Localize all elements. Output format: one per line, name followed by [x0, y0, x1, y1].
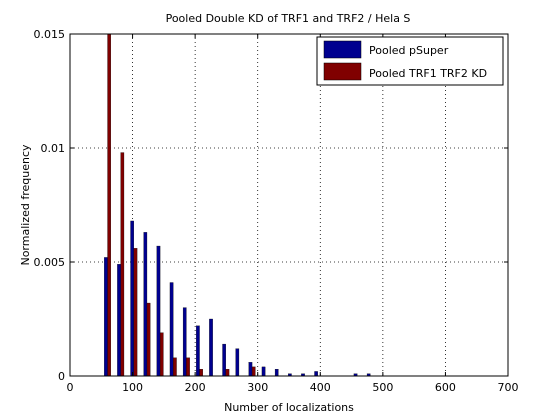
bar-pooled-psuper — [314, 371, 318, 377]
bar-pooled-psuper — [235, 348, 240, 377]
x-tick-label: 100 — [122, 381, 143, 394]
bar-pooled-psuper — [104, 257, 108, 377]
bar-pooled-psuper — [209, 318, 213, 377]
bar-pooled-trf1-trf2-kd — [251, 366, 256, 377]
x-tick-label: 400 — [310, 381, 331, 394]
legend-swatch-pooled-trf1-trf2-kd — [323, 62, 362, 81]
bars — [104, 33, 371, 377]
bar-pooled-psuper — [261, 366, 266, 377]
bar-pooled-psuper — [196, 325, 200, 377]
bar-pooled-psuper — [117, 264, 121, 377]
legend-swatch-pooled-psuper — [323, 40, 362, 59]
legend: Pooled pSuper Pooled TRF1 TRF2 KD — [316, 36, 504, 86]
y-tick-label: 0.01 — [41, 142, 66, 155]
bar-pooled-trf1-trf2-kd — [120, 152, 125, 377]
bar-pooled-trf1-trf2-kd — [107, 33, 111, 377]
bar-pooled-trf1-trf2-kd — [173, 357, 177, 377]
bar-pooled-psuper — [182, 307, 187, 377]
bar-pooled-trf1-trf2-kd — [225, 369, 230, 377]
bar-pooled-trf1-trf2-kd — [186, 357, 190, 377]
legend-label-pooled-trf1-trf2-kd: Pooled TRF1 TRF2 KD — [369, 67, 487, 80]
bar-pooled-psuper — [222, 343, 226, 377]
x-tick-label: 500 — [372, 381, 393, 394]
bar-pooled-psuper — [143, 232, 148, 377]
bar-pooled-psuper — [169, 282, 174, 377]
bar-pooled-psuper — [130, 220, 134, 377]
x-tick-label: 300 — [247, 381, 268, 394]
plot-frame — [69, 33, 509, 377]
y-tick-label: 0 — [58, 370, 65, 383]
y-tick-label: 0.015 — [34, 28, 66, 41]
bar-pooled-trf1-trf2-kd — [133, 248, 138, 377]
bar-pooled-psuper — [156, 245, 161, 377]
plot-area — [70, 34, 508, 376]
x-axis-label: Number of localizations — [224, 401, 354, 414]
bar-pooled-psuper — [248, 362, 253, 377]
axis-ticks: 0 100 200 300 400 500 600 700 0 0.005 0.01 0.015 — [34, 28, 519, 394]
chart-title: Pooled Double KD of TRF1 and TRF2 / Hela… — [166, 12, 411, 25]
y-tick-label: 0.005 — [34, 256, 66, 269]
legend-label-pooled-psuper: Pooled pSuper — [369, 44, 449, 57]
x-tick-label: 200 — [185, 381, 206, 394]
bar-pooled-trf1-trf2-kd — [146, 302, 151, 377]
bar-pooled-trf1-trf2-kd — [159, 332, 164, 377]
bar-pooled-psuper — [274, 369, 279, 377]
bar-pooled-trf1-trf2-kd — [199, 369, 203, 377]
x-tick-label: 600 — [435, 381, 456, 394]
x-tick-label: 700 — [498, 381, 519, 394]
x-tick-label: 0 — [67, 381, 74, 394]
y-axis-label: Normalized frequency — [19, 144, 32, 266]
